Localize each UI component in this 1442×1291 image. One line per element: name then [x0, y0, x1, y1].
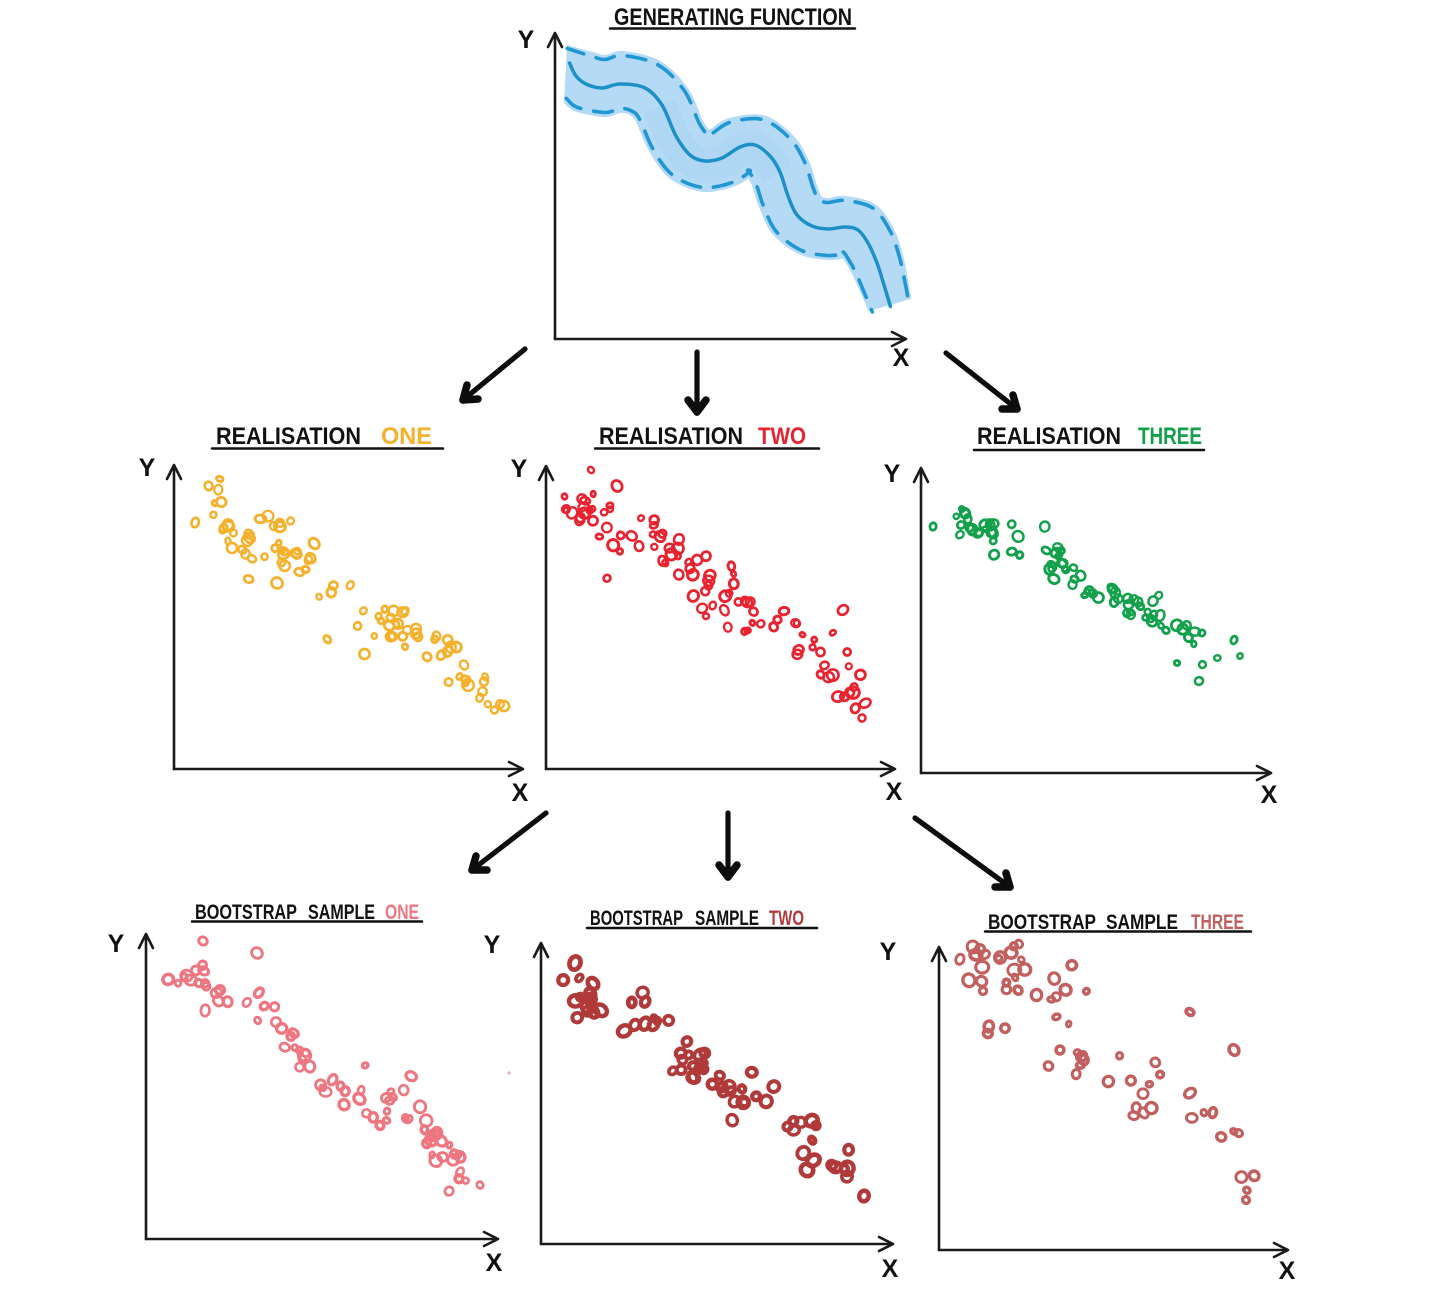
svg-text:X: X [882, 1255, 899, 1283]
svg-text:REALISATION: REALISATION [599, 423, 743, 450]
svg-text:X: X [512, 779, 529, 807]
svg-text:GENERATING FUNCTION: GENERATING FUNCTION [614, 4, 852, 31]
svg-text:Y: Y [518, 26, 535, 54]
svg-text:Y: Y [139, 454, 156, 482]
svg-text:Y: Y [880, 938, 897, 966]
svg-text:BOOTSTRAP: BOOTSTRAP [590, 907, 683, 930]
svg-text:ONE: ONE [381, 423, 432, 450]
svg-text:X: X [893, 344, 910, 372]
svg-text:REALISATION: REALISATION [977, 423, 1121, 450]
svg-text:Y: Y [108, 930, 125, 958]
svg-text:SAMPLE: SAMPLE [695, 907, 759, 930]
svg-text:SAMPLE: SAMPLE [1106, 911, 1178, 934]
svg-text:Y: Y [511, 455, 528, 483]
svg-text:TWO: TWO [758, 423, 806, 450]
svg-text:THREE: THREE [1191, 911, 1244, 934]
svg-text:ONE: ONE [385, 901, 419, 924]
svg-text:THREE: THREE [1138, 423, 1202, 450]
svg-text:X: X [1261, 781, 1278, 809]
svg-text:REALISATION: REALISATION [216, 423, 361, 450]
svg-text:SAMPLE: SAMPLE [308, 901, 375, 924]
svg-text:Y: Y [884, 460, 901, 488]
svg-text:BOOTSTRAP: BOOTSTRAP [988, 911, 1096, 934]
svg-text:X: X [886, 778, 903, 806]
svg-text:X: X [1279, 1257, 1296, 1285]
svg-text:TWO: TWO [769, 907, 804, 930]
svg-text:BOOTSTRAP: BOOTSTRAP [195, 901, 297, 924]
svg-text:X: X [486, 1249, 503, 1277]
svg-text:Y: Y [484, 931, 501, 959]
